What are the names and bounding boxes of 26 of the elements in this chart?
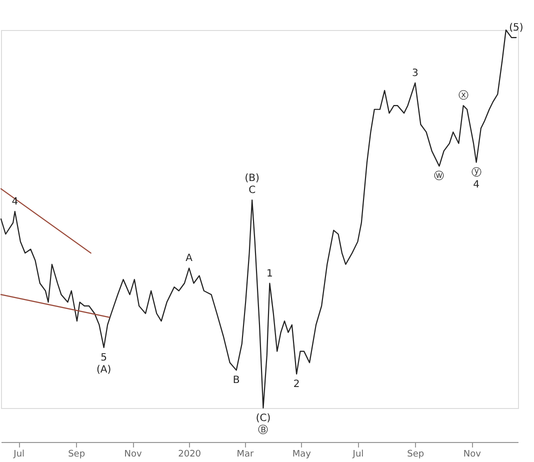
x-tick-label: Nov — [124, 450, 143, 460]
annotation: ⓦ — [434, 170, 444, 182]
annotation: (5) — [509, 22, 524, 34]
annotation: Ⓑ — [258, 424, 268, 436]
annotation: A — [186, 253, 193, 264]
x-tick-label: Sep — [407, 450, 424, 460]
annotation: 2 — [293, 378, 300, 390]
annotation: 5 — [100, 352, 108, 364]
annotation: C — [248, 185, 256, 196]
annotation: ⓨ — [471, 166, 482, 178]
annotation: B — [232, 375, 240, 386]
x-tick-label: Jul — [352, 450, 364, 460]
annotation: 4 — [12, 196, 18, 208]
annotation: 1 — [266, 268, 273, 280]
annotation: (A) — [96, 364, 112, 376]
annotation: ⓧ — [458, 90, 468, 102]
x-tick-label: Jul — [12, 450, 25, 460]
x-tick-label: May — [292, 450, 312, 460]
x-tick-label: Nov — [463, 450, 482, 460]
x-tick-label: Mar — [236, 450, 254, 460]
x-tick-label: 2020 — [178, 450, 202, 460]
annotation: (C) — [256, 413, 271, 424]
annotation: 4 — [473, 179, 480, 190]
annotation: (B) — [244, 173, 260, 184]
annotation: 3 — [412, 68, 418, 79]
x-tick-label: Sep — [68, 450, 86, 460]
